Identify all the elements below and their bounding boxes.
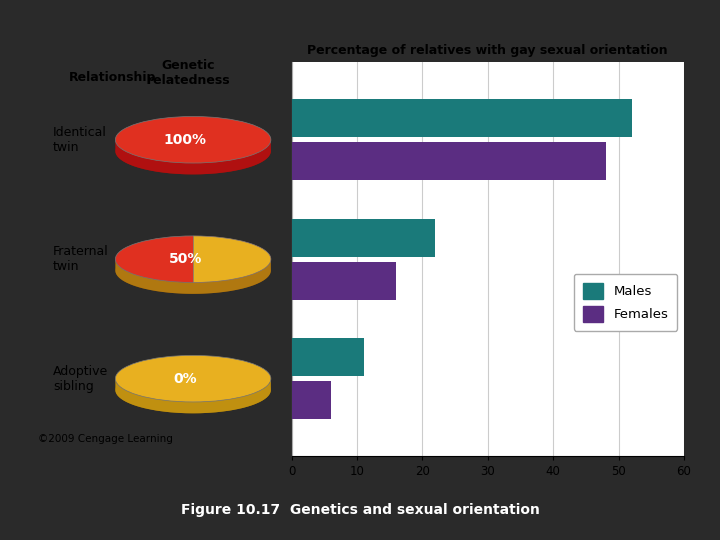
Bar [292, 261, 396, 300]
Text: Genetic
relatedness: Genetic relatedness [147, 59, 229, 87]
Text: Fraternal
twin: Fraternal twin [53, 245, 109, 273]
Ellipse shape [115, 247, 271, 294]
Text: 0%: 0% [174, 372, 197, 386]
Text: Adoptive
sibling: Adoptive sibling [53, 364, 109, 393]
Bar [292, 142, 606, 180]
Text: Identical
twin: Identical twin [53, 126, 107, 154]
Text: Figure 10.17  Genetics and sexual orientation: Figure 10.17 Genetics and sexual orienta… [181, 503, 539, 517]
Text: Relationship: Relationship [68, 71, 156, 84]
Ellipse shape [115, 128, 271, 174]
Polygon shape [115, 259, 271, 294]
Ellipse shape [115, 367, 271, 413]
Bar [292, 338, 364, 376]
Polygon shape [115, 140, 271, 174]
Legend: Males, Females: Males, Females [574, 274, 678, 331]
Ellipse shape [115, 117, 271, 163]
Title: Percentage of relatives with gay sexual orientation: Percentage of relatives with gay sexual … [307, 44, 668, 57]
Text: 100%: 100% [164, 133, 207, 147]
Bar [292, 99, 631, 137]
Polygon shape [115, 379, 271, 413]
Text: 50%: 50% [168, 252, 202, 266]
Bar [292, 381, 331, 419]
Ellipse shape [115, 355, 271, 402]
Polygon shape [193, 236, 271, 282]
Bar [292, 219, 436, 257]
Text: ©2009 Cengage Learning: ©2009 Cengage Learning [37, 434, 173, 444]
Ellipse shape [115, 236, 271, 282]
